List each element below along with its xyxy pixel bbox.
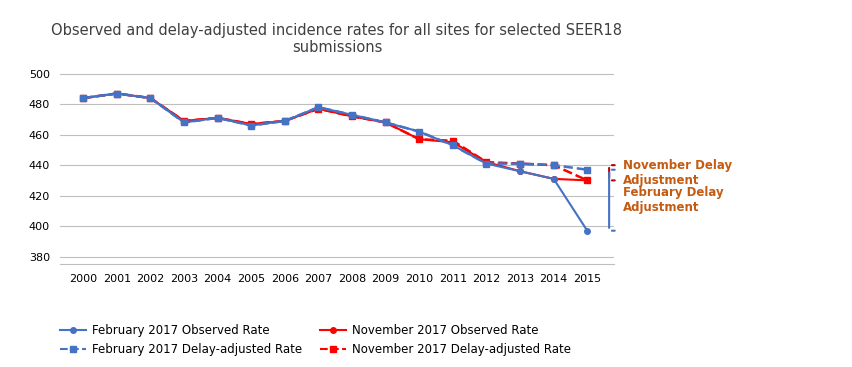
Legend: February 2017 Observed Rate, February 2017 Delay-adjusted Rate, November 2017 Ob: February 2017 Observed Rate, February 20…	[55, 320, 575, 361]
Title: Observed and delay-adjusted incidence rates for all sites for selected SEER18
su: Observed and delay-adjusted incidence ra…	[51, 23, 622, 55]
Text: February Delay
Adjustment: February Delay Adjustment	[622, 186, 722, 214]
Text: November Delay
Adjustment: November Delay Adjustment	[622, 159, 731, 187]
